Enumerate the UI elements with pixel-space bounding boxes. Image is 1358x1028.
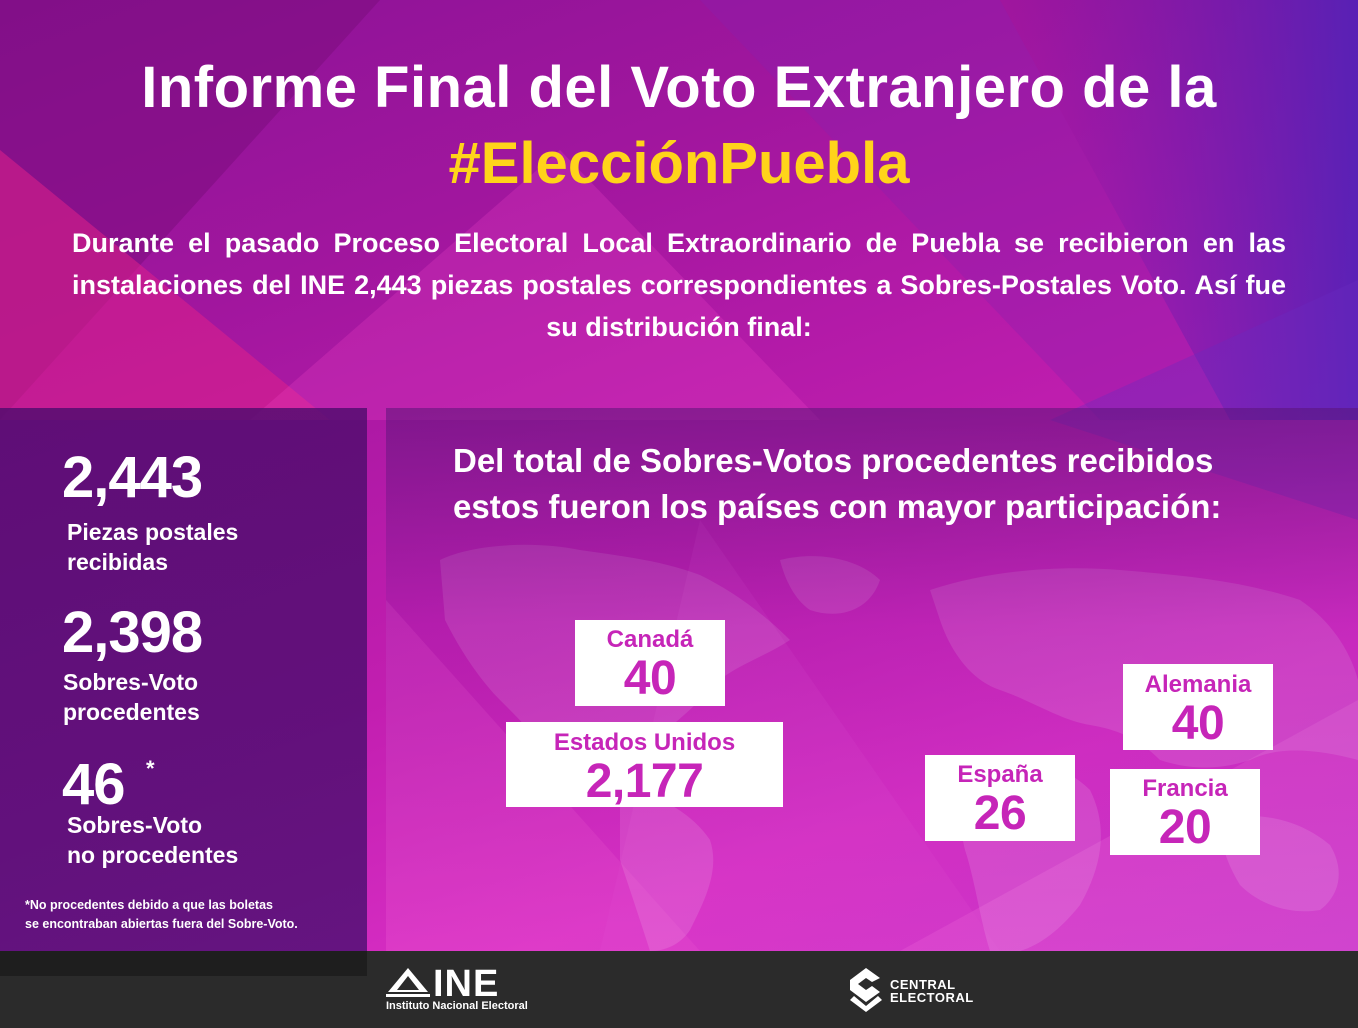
stat-label-procedentes: Sobres-Voto procedentes	[63, 669, 200, 725]
country-name: Francia	[1142, 775, 1228, 802]
stat-value-received: 2,443	[62, 445, 203, 510]
country-value: 20	[1158, 801, 1212, 854]
countries-heading: Del total de Sobres-Votos procedentes re…	[453, 442, 1222, 525]
country-value: 26	[973, 787, 1027, 840]
footer-left-strip	[0, 951, 367, 976]
central-electoral-logo-text: CENTRAL ELECTORAL	[890, 977, 974, 1005]
country-card-francia: Francia 20	[1110, 769, 1260, 855]
stat-label-received: Piezas postales recibidas	[67, 519, 239, 575]
ine-subtitle: Instituto Nacional Electoral	[386, 1000, 528, 1012]
country-name: Canadá	[606, 626, 694, 653]
stat-value-procedentes: 2,398	[62, 600, 203, 665]
stats-panel	[0, 408, 367, 976]
intro-paragraph: Durante el pasado Proceso Electoral Loca…	[72, 228, 1286, 342]
country-value: 40	[1171, 697, 1225, 750]
footnote-marker: *	[146, 756, 155, 781]
ine-logo-icon	[386, 968, 430, 997]
country-name: España	[957, 761, 1043, 788]
country-name: Alemania	[1144, 671, 1252, 698]
hashtag-title: #ElecciónPuebla	[448, 131, 910, 196]
central-electoral-logo-icon	[850, 968, 882, 1012]
country-value: 2,177	[585, 755, 704, 808]
country-card-espana: España 26	[925, 755, 1075, 841]
country-card-estados-unidos: Estados Unidos 2,177	[506, 722, 783, 807]
stat-value-no-procedentes: 46	[62, 752, 126, 817]
ine-logo-text: INE	[433, 963, 500, 1005]
country-card-alemania: Alemania 40	[1123, 664, 1273, 750]
country-card-canada: Canadá 40	[575, 620, 725, 706]
footnote: *No procedentes debido a que las boletas…	[25, 898, 298, 931]
country-value: 40	[623, 652, 677, 705]
stat-label-no-procedentes: Sobres-Voto no procedentes	[67, 812, 239, 868]
page-title: Informe Final del Voto Extranjero de la	[141, 55, 1217, 120]
country-name: Estados Unidos	[553, 729, 736, 756]
